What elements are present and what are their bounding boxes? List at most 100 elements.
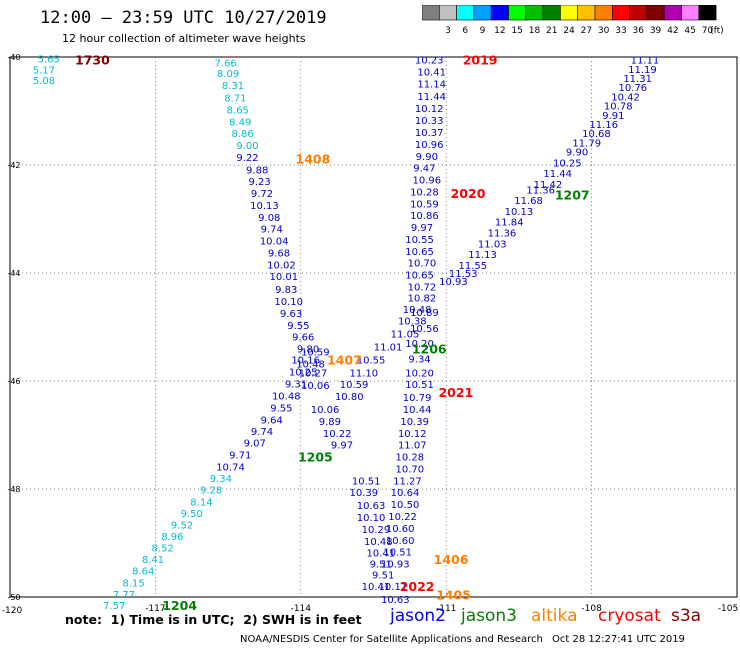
wave-height-value: 10.10 (274, 297, 303, 308)
wave-height-value: 9.88 (246, 165, 268, 176)
wave-height-value: 9.28 (200, 486, 222, 497)
legend-label: 15 (511, 26, 522, 36)
wave-height-value: 9.55 (270, 403, 292, 414)
legend-label: 24 (563, 26, 575, 36)
satellite-s3a: s3a (671, 606, 702, 626)
wave-height-value: 9.00 (236, 141, 258, 152)
legend-label: 45 (684, 26, 695, 36)
wave-height-value: 10.56 (410, 324, 439, 335)
wave-height-value: 8.09 (217, 69, 239, 80)
wave-height-value: 10.63 (381, 595, 410, 606)
legend-label: 21 (546, 26, 557, 36)
wave-height-value: 7.66 (215, 58, 237, 69)
wave-height-value: 10.76 (618, 83, 647, 94)
wave-height-value: 9.08 (258, 213, 280, 224)
wave-height-value: 9.72 (251, 189, 273, 200)
wave-height-value: 10.10 (357, 513, 386, 524)
wave-height-value: 10.70 (408, 259, 437, 270)
wave-height-value: 10.13 (250, 201, 279, 212)
pass-time-label: 2019 (463, 53, 498, 68)
lon-tick-label: -117 (145, 604, 165, 614)
wave-height-value: 9.74 (251, 427, 273, 438)
wave-height-value: 10.96 (415, 140, 444, 151)
wave-height-value: 11.10 (349, 368, 378, 379)
lon-tick-label: -111 (436, 604, 456, 614)
legend-label: 36 (633, 26, 645, 36)
wave-height-value: 10.64 (391, 488, 420, 499)
wave-height-value: 10.27 (299, 368, 328, 379)
wave-height-value: 7.77 (113, 590, 135, 601)
wave-height-value: 10.01 (270, 272, 299, 283)
lon-tick-label: -108 (581, 604, 602, 614)
wave-height-value: 10.28 (410, 187, 439, 198)
wave-height-value: 10.55 (357, 355, 386, 366)
wave-height-value: 10.29 (362, 525, 391, 536)
wave-height-value: 11.44 (417, 92, 446, 103)
lon-tick-label: -120 (2, 606, 23, 616)
legend-label: 6 (462, 26, 468, 36)
legend-label: 30 (598, 26, 610, 36)
wave-height-value: 10.41 (362, 582, 391, 593)
legend-unit: (ft) (710, 26, 724, 36)
footer-note: note: 1) Time is in UTC; 2) SWH is in fe… (65, 612, 362, 627)
legend-label: 70 (702, 26, 714, 36)
wave-height-value: 8.71 (224, 94, 246, 105)
wave-height-value: 5.17 (33, 65, 55, 76)
wave-height-value: 9.91 (602, 111, 624, 122)
wave-height-value: 10.59 (410, 199, 439, 210)
wave-height-value: 11.16 (589, 120, 618, 131)
wave-height-value: 10.37 (415, 128, 444, 139)
wave-height-value: 8.65 (227, 105, 249, 116)
wave-height-value: 10.20 (405, 368, 434, 379)
wave-height-value: 10.86 (410, 211, 439, 222)
wave-height-value: 7.57 (103, 601, 125, 612)
legend-label: 18 (529, 26, 541, 36)
legend-label: 12 (494, 26, 505, 36)
wave-height-value: 10.82 (408, 293, 437, 304)
wave-height-value: 9.80 (297, 345, 319, 356)
pass-time-label: 1204 (162, 598, 197, 613)
wave-height-value: 10.74 (216, 462, 245, 473)
wave-height-value: 10.79 (403, 393, 432, 404)
wave-height-value: 10.80 (335, 392, 364, 403)
wave-height-value: 11.44 (543, 169, 572, 180)
wave-height-value: 10.60 (386, 536, 415, 547)
wave-height-value: 9.68 (268, 248, 290, 259)
wave-height-value: 9.31 (285, 380, 307, 391)
legend-label: 39 (650, 26, 662, 36)
wave-height-value: 9.52 (171, 521, 193, 532)
wave-height-value: 10.06 (311, 405, 340, 416)
wave-height-value: 10.78 (604, 102, 633, 113)
wave-height-value: 9.66 (292, 333, 314, 344)
pass-time-label: 1730 (75, 53, 110, 68)
wave-height-value: 10.41 (417, 68, 446, 79)
satellite-altika: altika (531, 606, 578, 626)
lon-tick-label: -114 (291, 604, 312, 614)
wave-height-value: 10.51 (405, 380, 434, 391)
wave-height-value: 10.93 (381, 560, 410, 571)
wave-height-value: 10.96 (412, 176, 441, 187)
wave-height-value: 9.23 (248, 177, 270, 188)
wave-height-value: 5.65 (38, 55, 60, 66)
color-legend: 3 6 9 12 15 18 21 24 27 30 33 36 39 42 45 70(ft) (422, 5, 724, 36)
pass-time-label: 1207 (555, 188, 590, 203)
wave-height-value: 10.28 (396, 453, 425, 464)
wave-height-value: 11.05 (391, 329, 420, 340)
wave-height-value: 11.55 (459, 261, 488, 272)
lat-tick-label: -46 (7, 377, 20, 386)
wave-height-value: 10.02 (267, 260, 296, 271)
wave-height-value: 8.64 (132, 567, 154, 578)
satellite-jason2: jason2 (390, 606, 446, 626)
wave-height-value: 10.51 (383, 548, 412, 559)
wave-height-value: 10.63 (357, 501, 386, 512)
wave-height-value: 8.14 (190, 497, 212, 508)
wave-height-value: 11.53 (449, 269, 478, 280)
wave-height-value: 11.68 (514, 196, 543, 207)
legend-label: 9 (480, 26, 486, 36)
wave-height-value: 11.19 (628, 65, 657, 76)
wave-height-value: 10.23 (415, 56, 444, 67)
wave-height-value: 9.97 (331, 441, 353, 452)
wave-height-value: 9.34 (408, 354, 430, 365)
wave-height-value: 10.50 (391, 500, 420, 511)
wave-height-value: 9.63 (280, 309, 302, 320)
